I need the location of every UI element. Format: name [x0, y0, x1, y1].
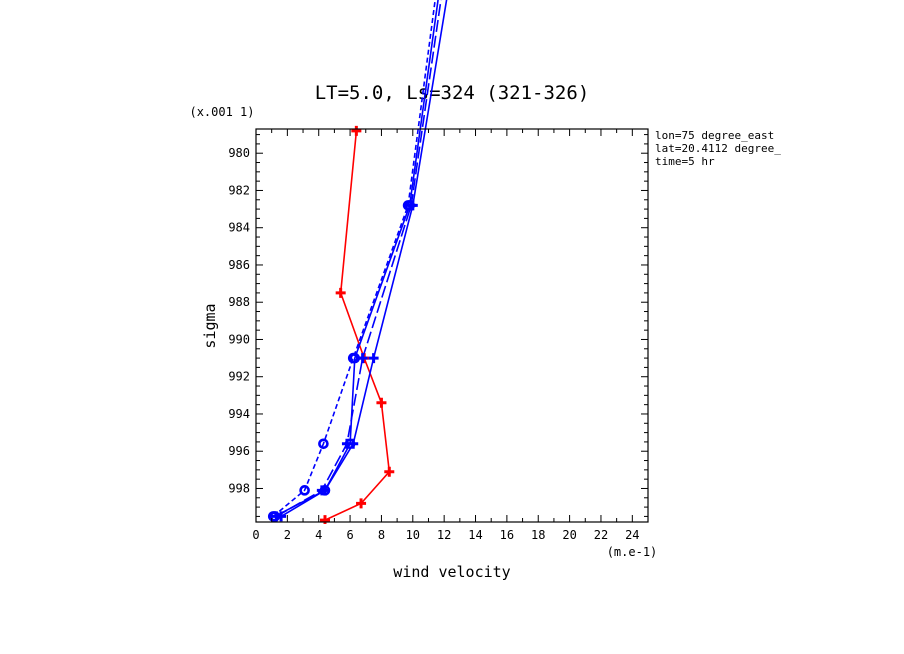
x-tick-label: 8 [378, 528, 385, 542]
x-tick-label: 4 [315, 528, 322, 542]
data-point-red [335, 287, 346, 298]
x-tick-label: 10 [406, 528, 420, 542]
y-units-label: (x.001 1) [189, 105, 254, 119]
data-point-red [376, 397, 387, 408]
series-layer [267, 0, 448, 524]
y-tick-label: 996 [228, 444, 250, 458]
x-tick-label: 20 [562, 528, 576, 542]
data-point-red [351, 125, 362, 136]
data-point-red [384, 466, 395, 477]
data-point-blue-dashed-a [299, 485, 310, 496]
data-point-red [356, 498, 367, 509]
x-tick-label: 14 [468, 528, 482, 542]
data-point-red [319, 515, 330, 524]
y-tick-label: 984 [228, 221, 250, 235]
data-point-blue-dashed-b [271, 511, 282, 522]
series-line-blue-dashed-a [272, 0, 436, 518]
data-point-blue-dashed-b [341, 438, 352, 449]
x-tick-label: 12 [437, 528, 451, 542]
x-tick-label: 18 [531, 528, 545, 542]
y-tick-label: 992 [228, 370, 250, 384]
x-tick-label: 6 [346, 528, 353, 542]
x-tick-label: 16 [500, 528, 514, 542]
y-tick-label: 990 [228, 332, 250, 346]
data-point-blue-dashed-a [347, 352, 359, 364]
annotation-time: time=5 hr [655, 155, 715, 168]
y-tick-label: 988 [228, 295, 250, 309]
y-tick-label: 986 [228, 258, 250, 272]
axis-layer: 0 2 4 6 8 10 12 14 16 18 20 22 249809829849869889909… [228, 129, 649, 542]
y-axis-label: sigma [201, 303, 219, 348]
y-tick-label: 982 [228, 183, 250, 197]
annotation-lon: lon=75 degree_east [655, 129, 774, 142]
data-point-blue-dashed-b [406, 200, 417, 211]
data-point-blue-dashed-b [357, 353, 368, 364]
series-line-blue-solid-a [280, 0, 448, 518]
y-tick-label: 980 [228, 146, 250, 160]
series-line-blue-dashed-b [276, 0, 442, 518]
annotation-lat: lat=20.4112 degree_ [655, 142, 781, 155]
x-tick-label: 0 [252, 528, 259, 542]
series-line-red [324, 130, 391, 521]
data-point-blue-dashed-a [318, 438, 329, 450]
y-tick-label: 998 [228, 481, 250, 495]
plot-frame [255, 128, 649, 523]
data-point-blue-solid-a [368, 353, 379, 364]
chart-title: LT=5.0, Ls=324 (321-326) [315, 82, 590, 104]
x-axis-label: wind velocity [393, 563, 510, 581]
data-point-blue-dashed-b [316, 485, 327, 496]
series-line-blue-solid-b [274, 0, 439, 518]
x-tick-label: 24 [625, 528, 639, 542]
y-tick-label: 994 [228, 407, 250, 421]
x-units-label: (m.e-1) [607, 545, 658, 559]
x-tick-label: 22 [594, 528, 608, 542]
x-tick-label: 2 [284, 528, 291, 542]
